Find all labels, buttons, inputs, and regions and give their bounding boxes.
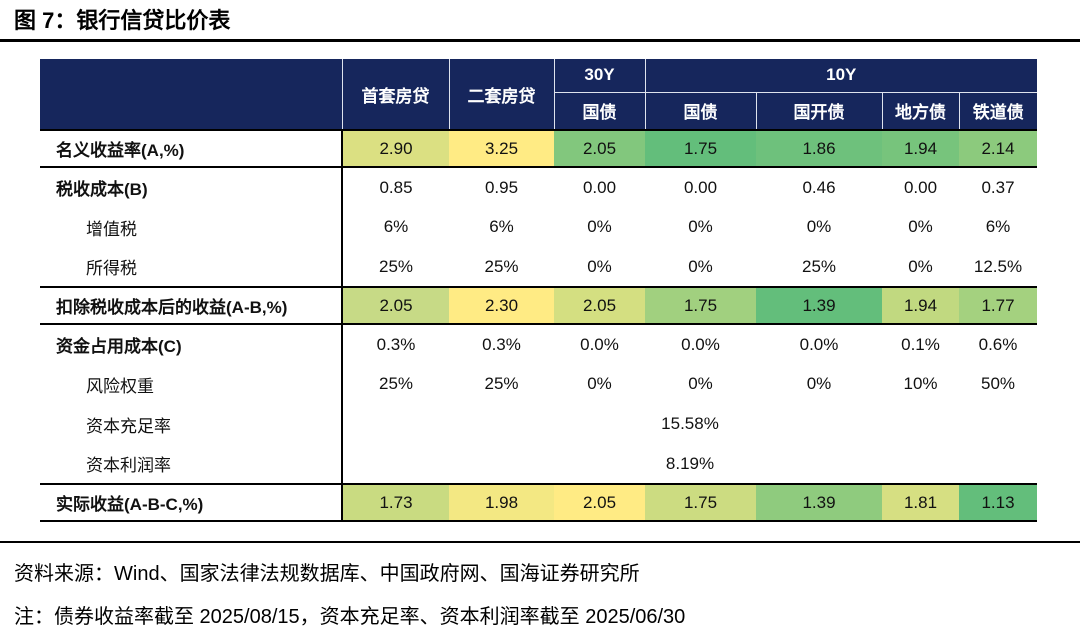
value-cell: 12.5% [973,256,1023,276]
value-cell: 1.94 [882,286,959,324]
col-header-first-mortgage: 首套房贷 [341,59,450,131]
value-cell: 10% [903,374,938,393]
footer-divider [0,541,1080,543]
row-label: 风险权重 [40,364,343,404]
value-cell: 2.05 [342,286,449,324]
value-cell: 0.3% [342,323,449,364]
value-cell: 0% [688,217,713,236]
value-cell: 2.30 [449,286,554,324]
value-cell: 1.39 [756,286,882,324]
value-cell: 6% [985,217,1011,236]
value-cell: 0% [587,256,612,276]
table-row: 所得税 25% 25% 0% 0% 25% 0% 12.5% [40,247,1037,287]
table-row: 税收成本(B) 0.85 0.95 0.00 0.00 0.46 0.00 0.37 [40,166,1037,207]
value-cell: 1.86 [756,130,882,167]
value-cell: 25% [378,374,414,393]
value-cell: 0.95 [449,166,554,207]
col-header-30y-treasury: 国债 [554,91,646,131]
data-source-text: 资料来源：Wind、国家法律法规数据库、中国政府网、国海证券研究所 [14,563,640,585]
value-cell: 0.1% [882,323,959,364]
value-cell: 25% [484,256,519,276]
value-cell: 6% [383,217,409,236]
row-label: 增值税 [40,207,343,247]
table-row: 资本充足率 15.58% [40,404,1037,444]
value-cell: 0.00 [554,166,645,207]
col-header-second-mortgage: 二套房贷 [448,59,555,131]
col-header-10y-treasury: 国债 [644,91,757,131]
table-row: 风险权重 25% 25% 0% 0% 0% 10% 50% [40,364,1037,404]
value-cell: 0% [587,217,612,236]
value-cell: 2.05 [554,130,645,167]
table-row: 实际收益(A-B-C,%) 1.73 1.98 2.05 1.75 1.39 1.81 1.1… [40,483,1037,522]
figure-title: 图 7：银行信贷比价表 [14,8,231,33]
value-cell: 0.0% [756,323,882,364]
row-label: 资本充足率 [40,404,343,444]
value-cell: 0% [806,217,832,236]
table-body: 名义收益率(A,%) 2.90 3.25 2.05 1.75 1.86 1.94 2.14 税收… [40,130,1037,522]
value-cell: 0.00 [645,166,756,207]
value-cell: 1.13 [959,483,1037,522]
value-cell: 0.0% [554,323,645,364]
value-cell: 0.3% [449,323,554,364]
value-cell: 1.39 [756,483,882,522]
row-label: 税收成本(B) [40,166,343,207]
col-header-10y-cdb-bond: 国开债 [755,91,883,131]
value-cell: 1.98 [449,483,554,522]
corner-header-cell [40,59,343,131]
col-header-10y-local-gov-bond: 地方债 [881,91,960,131]
row-label: 资本利润率 [40,444,343,484]
value-cell: 0.6% [959,323,1037,364]
title-divider [0,39,1080,42]
table-row: 资金占用成本(C) 0.3% 0.3% 0.0% 0.0% 0.0% 0.1% 0.6% [40,323,1037,364]
value-cell: 2.90 [342,130,449,167]
value-cell: 1.75 [645,483,756,522]
value-cell: 0.0% [645,323,756,364]
value-cell: 25% [378,256,414,276]
value-cell: 0% [688,374,713,393]
value-cell: 6% [489,217,514,236]
row-label: 资金占用成本(C) [40,323,343,364]
value-cell: 25% [801,256,837,276]
row-label: 名义收益率(A,%) [40,130,343,167]
table-header: 首套房贷 二套房贷 30Y 10Y 国债 国债 国开债 地方债 铁道债 [40,59,1037,131]
value-cell: 1.77 [959,286,1037,324]
value-cell: 0% [908,217,933,236]
row-label: 实际收益(A-B-C,%) [40,483,343,522]
value-cell: 0.85 [342,166,449,207]
value-cell: 1.75 [645,130,756,167]
value-cell: 8.19% [665,453,715,473]
footnote-text: 注：债券收益率截至 2025/08/15，资本充足率、资本利润率截至 2025/… [14,606,686,628]
value-cell: 0% [587,374,612,393]
value-cell: 0.37 [959,166,1037,207]
value-cell: 50% [980,374,1016,393]
value-cell: 1.81 [882,483,959,522]
value-cell: 1.75 [645,286,756,324]
col-header-30y: 30Y [553,59,646,93]
value-cell: 25% [484,374,519,393]
value-cell: 2.05 [554,286,645,324]
table-row: 名义收益率(A,%) 2.90 3.25 2.05 1.75 1.86 1.94 2.14 [40,130,1037,167]
value-cell: 15.58% [661,414,719,433]
table-row: 资本利润率 8.19% [40,444,1037,484]
value-cell: 0% [908,256,933,276]
row-label: 扣除税收成本后的收益(A-B,%) [40,286,343,324]
value-cell: 3.25 [449,130,554,167]
row-label: 所得税 [40,247,343,287]
bank-credit-comparison-table: 首套房贷 二套房贷 30Y 10Y 国债 国债 国开债 地方债 铁道债 名义收益… [40,59,1037,522]
table-row: 增值税 6% 6% 0% 0% 0% 0% 6% [40,207,1037,247]
value-cell: 1.94 [882,130,959,167]
value-cell: 0.00 [882,166,959,207]
col-header-10y: 10Y [644,59,1037,93]
value-cell: 2.14 [959,130,1037,167]
value-cell: 0% [688,256,713,276]
value-cell: 1.73 [342,483,449,522]
value-cell: 0.46 [756,166,882,207]
value-cell: 2.05 [554,483,645,522]
col-header-10y-railway-bond: 铁道债 [958,91,1037,131]
value-cell: 0% [806,374,832,393]
table-row: 扣除税收成本后的收益(A-B,%) 2.05 2.30 2.05 1.75 1.39 1.9… [40,286,1037,324]
